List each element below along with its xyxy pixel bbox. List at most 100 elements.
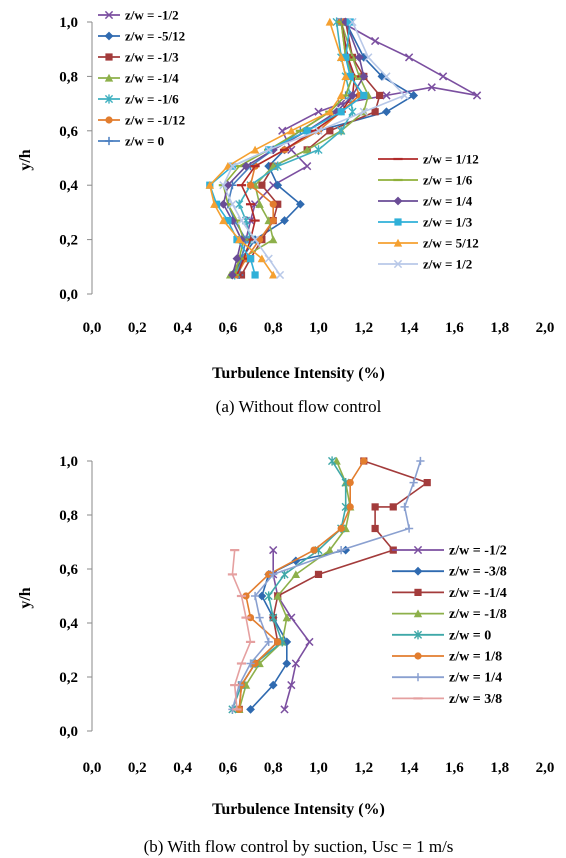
data-point [359, 72, 369, 81]
data-point [237, 235, 246, 244]
legend: z/w = 1/12 z/w = 1/6 z/w = 1/4 z/w = 1/3 z/w… [378, 152, 479, 272]
legend-swatch-marker [413, 609, 423, 618]
data-point [278, 126, 287, 135]
legend: z/w = -1/2 z/w = -5/12 z/w = -1/3 z/w = -1/… [98, 8, 185, 149]
data-point [273, 180, 283, 190]
x-tick-label: 1,8 [490, 320, 509, 336]
data-point [337, 126, 346, 136]
data-point [291, 570, 301, 578]
data-point [389, 503, 397, 511]
y-tick-label: 0,8 [59, 508, 78, 524]
legend-swatch-marker [413, 630, 423, 640]
data-point [405, 524, 414, 533]
data-point [269, 200, 277, 208]
legend-swatch-marker [414, 652, 422, 660]
legend-swatch-marker [104, 136, 114, 146]
data-point [255, 200, 264, 208]
legend-swatch-marker [414, 588, 422, 596]
data-point [275, 270, 285, 280]
legend-entry: z/w = -1/2 [449, 544, 507, 559]
series-3 [235, 456, 355, 713]
legend-swatch-marker [393, 259, 403, 269]
data-point [210, 200, 219, 208]
y-tick-label: 0,0 [59, 287, 78, 303]
data-point [346, 503, 354, 511]
data-point [287, 126, 296, 135]
data-point [265, 570, 273, 579]
x-tick-label: 1,0 [309, 760, 328, 776]
legend-swatch-marker [413, 673, 423, 682]
series-12 [219, 17, 409, 280]
x-tick-label: 1,6 [445, 760, 464, 776]
legend-swatch-marker [105, 53, 113, 61]
x-tick-label: 0,0 [83, 320, 102, 336]
data-point [360, 457, 368, 465]
data-point [400, 502, 409, 511]
x-tick-label: 0,0 [83, 760, 102, 776]
data-point [264, 591, 273, 601]
y-axis-label: y/h [17, 149, 34, 170]
data-point [250, 145, 260, 154]
data-point [224, 216, 232, 225]
legend-swatch-marker [393, 196, 403, 206]
legend-entry: z/w = -3/8 [449, 565, 507, 580]
data-point [472, 91, 482, 100]
x-tick-label: 0,8 [264, 760, 283, 776]
data-point [409, 478, 418, 487]
x-tick-label: 1,2 [354, 760, 373, 776]
legend-entry: z/w = 0 [449, 628, 491, 643]
data-point [246, 181, 255, 189]
y-tick-label: 0,2 [59, 233, 78, 249]
chart-panel-a: 0,0 0,2 0,4 0,6 0,8 1,0 0,0 0,2 0,4 0,6 0,8 1,0 1,2 1… [17, 8, 554, 417]
data-point [228, 200, 237, 209]
legend-entry: z/w = 1/8 [449, 650, 502, 665]
legend-swatch-marker [104, 10, 114, 20]
x-tick-label: 1,2 [354, 320, 373, 336]
series-line [231, 460, 422, 710]
series-1 [246, 545, 351, 714]
data-point [251, 271, 259, 279]
data-point [382, 107, 391, 117]
data-point [246, 705, 255, 714]
series-line [238, 460, 429, 710]
data-point [250, 591, 260, 601]
data-point [438, 72, 448, 81]
x-tick-label: 1,4 [400, 760, 419, 776]
data-point [257, 591, 267, 601]
data-point [346, 72, 354, 80]
data-point [416, 456, 425, 466]
data-point [228, 270, 237, 280]
legend-entry: z/w = -1/4 [125, 71, 179, 86]
legend-swatch-marker [105, 116, 113, 124]
legend-entry: z/w = 1/4 [423, 194, 473, 209]
data-point [303, 127, 311, 135]
data-point [371, 503, 379, 511]
x-tick-label: 0,4 [173, 760, 192, 776]
data-point [346, 479, 354, 487]
data-point [269, 570, 278, 579]
x-tick-label: 0,6 [219, 320, 238, 336]
data-point [302, 145, 312, 154]
x-tick-label: 0,6 [219, 760, 238, 776]
data-point [342, 53, 350, 61]
legend-entry: z/w = 0 [125, 134, 164, 149]
data-point [250, 235, 260, 244]
legend-entry: z/w = -1/12 [125, 113, 185, 128]
data-point [251, 659, 259, 668]
data-point [282, 659, 292, 668]
data-point [246, 659, 255, 668]
data-point [295, 199, 305, 209]
data-point [336, 53, 346, 61]
data-point [268, 680, 278, 690]
legend-entry: z/w = 1/3 [423, 215, 473, 230]
data-point [325, 17, 335, 26]
legend-swatch-marker [413, 566, 423, 576]
data-point [269, 216, 277, 225]
data-point [303, 162, 312, 171]
y-tick-label: 0,0 [59, 724, 78, 740]
y-tick-label: 1,0 [59, 454, 78, 470]
data-point [341, 17, 351, 27]
legend-entry: z/w = 5/12 [423, 236, 479, 251]
x-tick-label: 1,6 [445, 320, 464, 336]
